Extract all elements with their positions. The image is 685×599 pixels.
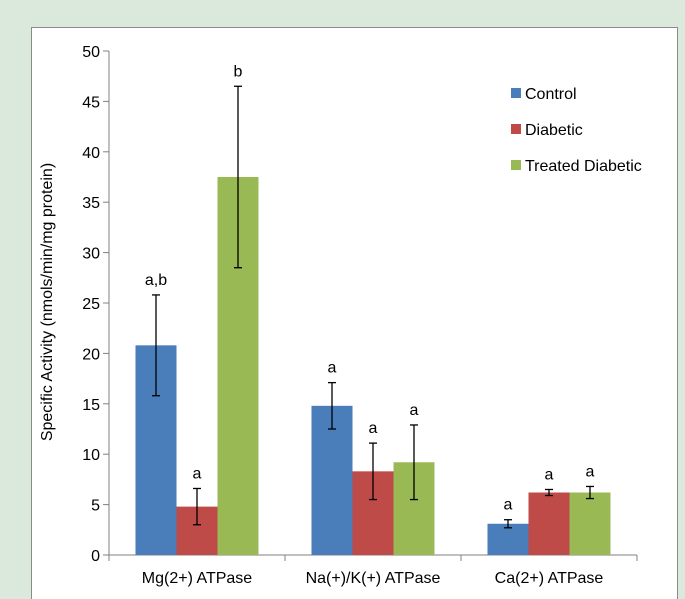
y-tick-label: 35 — [82, 195, 100, 212]
legend: Control Diabetic Treated Diabetic — [511, 86, 642, 175]
significance-label: a — [193, 465, 202, 482]
y-tick-label: 30 — [82, 246, 100, 263]
significance-label: b — [234, 63, 243, 80]
legend-label: Control — [525, 86, 577, 103]
bar — [528, 492, 570, 555]
error-bars — [152, 85, 594, 529]
significance-label: a — [545, 466, 554, 483]
y-tick-label: 40 — [82, 145, 100, 162]
significance-label: a — [328, 360, 337, 377]
legend-swatch — [511, 124, 521, 134]
bars — [135, 177, 611, 555]
significance-labels: a,b a b a a a a a a — [145, 63, 595, 513]
legend-label: Treated Diabetic — [525, 158, 642, 175]
x-tick-label: Mg(2+) ATPase — [142, 570, 253, 587]
significance-label: a — [586, 463, 595, 480]
y-tick-label: 5 — [91, 498, 100, 515]
legend-swatch — [511, 88, 521, 98]
legend-label: Diabetic — [525, 122, 583, 139]
bar — [487, 523, 529, 555]
y-tick-label: 15 — [82, 397, 100, 414]
y-tick-label: 0 — [91, 548, 100, 565]
y-tick-label: 45 — [82, 94, 100, 111]
bar — [569, 492, 611, 555]
x-tick-label: Na(+)/K(+) ATPase — [306, 570, 441, 587]
bar — [311, 405, 353, 555]
significance-label: a — [369, 420, 378, 437]
significance-label: a,b — [145, 272, 167, 289]
x-tick-label: Ca(2+) ATPase — [495, 570, 604, 587]
y-tick-label: 50 — [82, 44, 100, 61]
y-axis-label: Specific Activity (nmols/min/mg protein) — [39, 163, 56, 441]
y-tick-label: 10 — [82, 447, 100, 464]
significance-label: a — [504, 497, 513, 514]
y-tick-label: 25 — [82, 296, 100, 313]
y-tick-label: 20 — [82, 346, 100, 363]
significance-label: a — [410, 402, 419, 419]
legend-swatch — [511, 160, 521, 170]
